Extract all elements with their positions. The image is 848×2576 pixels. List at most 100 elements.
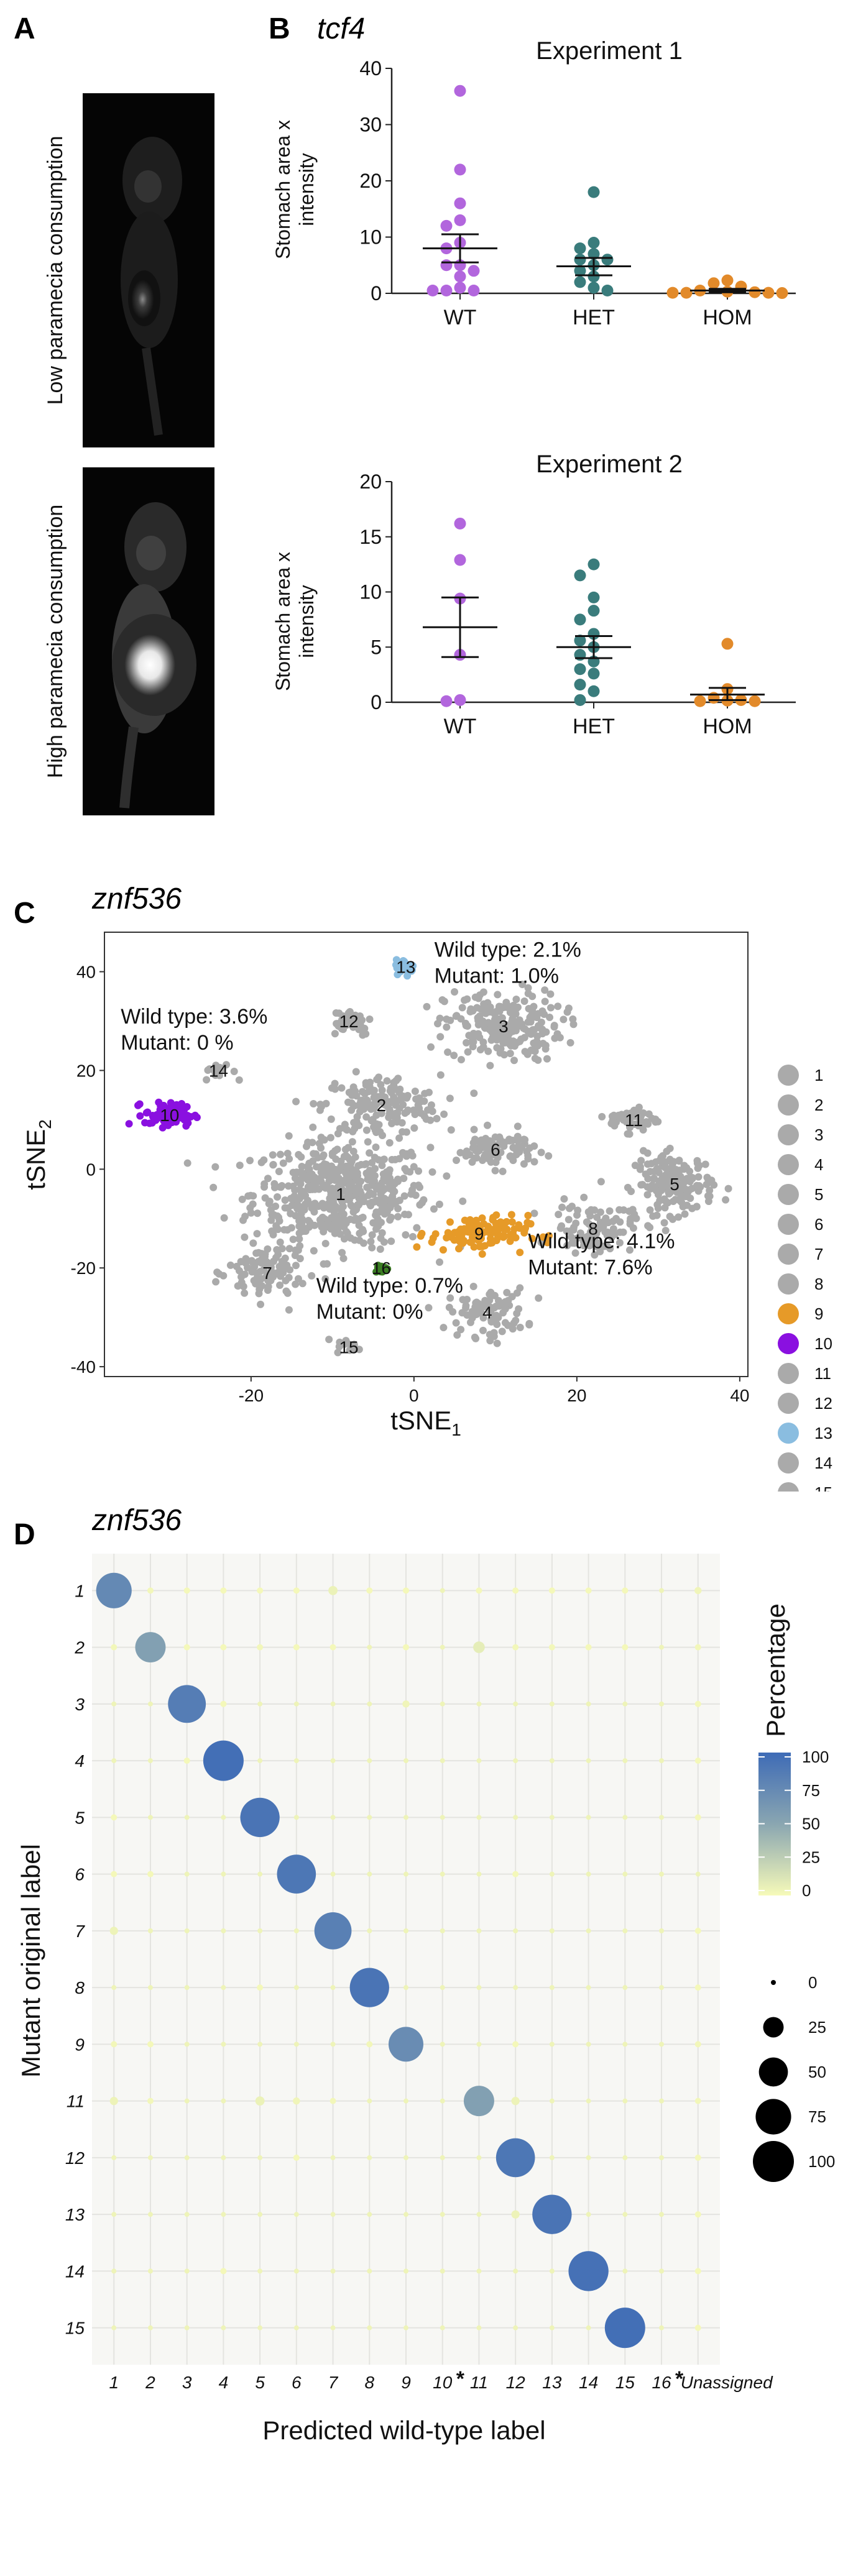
empty-cell-dot xyxy=(549,1758,555,1764)
cell-point xyxy=(351,1187,359,1195)
cell-point xyxy=(683,1201,691,1209)
x-tick-label: WT xyxy=(444,715,477,738)
cell-point xyxy=(357,1177,365,1185)
legend-swatch xyxy=(778,1154,799,1175)
cell-point xyxy=(494,991,502,999)
empty-cell-dot xyxy=(476,1758,482,1764)
cell-point xyxy=(554,1002,562,1011)
data-point xyxy=(454,282,466,294)
y-tick-label: 20 xyxy=(359,170,382,192)
cell-point xyxy=(359,1194,367,1202)
cell-point xyxy=(292,1280,300,1288)
empty-cell-dot xyxy=(476,2155,482,2160)
cell-point xyxy=(436,1258,444,1266)
cell-point xyxy=(280,1226,288,1234)
empty-cell-dot xyxy=(622,2098,628,2104)
cell-point xyxy=(506,1050,514,1058)
legend-label: 9 xyxy=(814,1304,823,1323)
cell-point xyxy=(666,1157,674,1165)
cell-point xyxy=(676,1196,684,1204)
cell-point xyxy=(309,1157,317,1165)
cell-point xyxy=(417,1232,425,1240)
x-tick-label: 13 xyxy=(542,2373,562,2392)
cell-point xyxy=(509,1001,517,1009)
cell-point xyxy=(443,1023,451,1031)
cell-point xyxy=(573,1211,581,1219)
empty-cell-dot xyxy=(549,1701,555,1707)
percentage-dot xyxy=(220,1644,227,1651)
empty-cell-dot xyxy=(622,2042,628,2047)
cell-point xyxy=(479,1314,487,1322)
percentage-dot xyxy=(96,1572,132,1608)
empty-cell-dot xyxy=(111,2155,117,2160)
cell-point xyxy=(332,1218,340,1226)
cell-point xyxy=(344,1187,352,1195)
empty-cell-dot xyxy=(695,1871,701,1877)
empty-cell-dot xyxy=(221,1815,226,1820)
cell-point xyxy=(269,1160,277,1168)
percentage-dot xyxy=(220,1700,227,1707)
percentage-dot xyxy=(694,2268,701,2275)
cell-point xyxy=(537,1018,545,1026)
empty-cell-dot xyxy=(622,2268,628,2274)
percentage-dot xyxy=(585,1644,592,1651)
y-tick-label: -20 xyxy=(71,1258,96,1278)
size-legend-dot xyxy=(753,2141,794,2182)
percentage-dot xyxy=(203,1740,244,1781)
x-tick-label: 3 xyxy=(182,2373,192,2392)
cell-point xyxy=(402,1231,410,1239)
cell-point xyxy=(638,1181,647,1189)
cell-point xyxy=(490,1332,498,1341)
cell-point xyxy=(276,1238,284,1246)
cell-point xyxy=(466,1226,474,1234)
empty-cell-dot xyxy=(221,2098,226,2104)
cluster-label: 8 xyxy=(588,1219,598,1239)
cell-point xyxy=(264,1286,272,1294)
cell-point xyxy=(596,1208,604,1216)
cell-point xyxy=(331,1229,339,1237)
cell-point xyxy=(644,1175,652,1183)
cell-point xyxy=(625,1246,634,1254)
color-tick-label: 50 xyxy=(802,1815,820,1833)
ylabel-exp2: Stomach area x intensity xyxy=(272,552,318,691)
cluster-label: 14 xyxy=(209,1061,228,1080)
cell-point xyxy=(434,1020,442,1028)
percentage-dot xyxy=(366,2041,373,2048)
cell-point xyxy=(458,1004,466,1012)
percentage-dot xyxy=(168,1685,206,1723)
empty-cell-dot xyxy=(184,1871,190,1877)
cell-point xyxy=(478,1250,486,1258)
cell-point xyxy=(193,1114,201,1122)
panel-letter-c: C xyxy=(14,897,35,930)
percentage-dot xyxy=(183,1644,190,1651)
cell-point xyxy=(555,1211,563,1219)
data-point xyxy=(588,667,600,680)
x-tick-label: 12 xyxy=(506,2373,526,2392)
percentage-dot xyxy=(314,1912,352,1950)
cell-point xyxy=(418,1199,426,1207)
cell-point xyxy=(316,1106,324,1114)
cell-point xyxy=(404,1211,412,1219)
chart-title: Experiment 2 xyxy=(536,451,683,478)
cell-point xyxy=(136,1100,144,1108)
percentage-dot xyxy=(183,1758,190,1764)
cell-point xyxy=(336,1125,344,1133)
size-legend-dot xyxy=(755,2099,791,2135)
percentage-dot xyxy=(135,1632,166,1663)
percentage-dot xyxy=(277,1854,316,1894)
percentage-dot xyxy=(694,1927,701,1934)
percentage-dot xyxy=(293,2097,300,2105)
cell-point xyxy=(285,1155,293,1163)
empty-cell-dot xyxy=(330,2268,336,2274)
cell-point xyxy=(604,1219,612,1227)
cell-point xyxy=(469,1007,477,1015)
y-tick-label: 5 xyxy=(75,1808,85,1827)
cell-point xyxy=(465,1032,473,1040)
cell-point xyxy=(453,1331,461,1339)
cell-point xyxy=(260,1266,268,1274)
cell-point xyxy=(610,1117,618,1125)
empty-cell-dot xyxy=(440,1644,445,1650)
size-legend-label: 75 xyxy=(808,2107,826,2126)
data-point xyxy=(574,679,586,691)
